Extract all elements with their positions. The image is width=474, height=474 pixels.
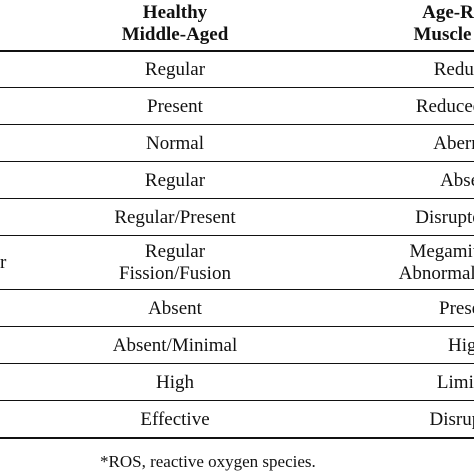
cell-text: Absent [440,169,474,191]
header-rule [0,50,474,52]
row-rule [0,124,474,125]
cell-text: High [156,371,194,393]
cell-healthy: Regular [80,51,270,88]
table-header: Healthy Middle-Aged Age-Relate Muscle Di… [0,0,474,50]
row-rule [0,87,474,88]
table-row: Regular Absent [0,162,474,199]
cell-text: Aberrant [433,132,474,154]
row-rule [0,437,474,439]
header-age-related-muscle-disease: Age-Relate Muscle Disea [352,0,474,50]
cell-disease: Limited [352,364,474,401]
row-label [0,401,12,438]
cell-text: Effective [140,408,210,430]
cell-text: Regular [144,169,206,191]
table-row: Normal Aberrant [0,125,474,162]
row-label [0,364,12,401]
cell-disease: Aberrant [352,125,474,162]
cell-text: Disrupted [429,408,474,430]
table-row: Effective Disrupted [0,401,474,438]
cell-text: Absent/Minimal [112,334,238,356]
cell-healthy: Regular Fission/Fusion [80,236,270,290]
cell-disease: MegamitochonAbnormal Fission [352,236,474,290]
cell-text: Regular [144,241,206,262]
cell-text: Present [439,297,474,319]
row-label [0,290,12,327]
table-row: Regular Reduced [0,51,474,88]
cell-healthy: High [80,364,270,401]
table-row: Absent/Minimal High [0,327,474,364]
cell-disease: Reduced [352,51,474,88]
cell-healthy: Absent/Minimal [80,327,270,364]
cell-text: Regular/Present [114,206,236,228]
cell-disease: Absent [352,162,474,199]
row-rule [0,400,474,401]
row-rule [0,235,474,236]
row-label [0,162,12,199]
header-col2-line2: Muscle Disea [413,24,474,45]
cell-disease: Present [352,290,474,327]
cell-text: Fission/Fusion [119,263,231,284]
cell-text: Reduced/Abs [415,95,474,117]
header-col2-line1: Age-Relate [422,2,474,23]
cell-healthy: Absent [80,290,270,327]
cell-disease: Disrupted [352,401,474,438]
cell-disease: Disrupted/Ab [352,199,474,236]
cell-text: Abnormal Fission [398,263,474,284]
cell-text: Normal [145,132,205,154]
row-label-text: r [0,252,7,273]
table-row: Absent Present [0,290,474,327]
cell-healthy: Effective [80,401,270,438]
row-label [0,125,12,162]
cell-healthy: Present [80,88,270,125]
header-healthy-middle-aged: Healthy Middle-Aged [0,0,352,50]
cell-text: Absent [148,297,202,319]
cell-text: Present [147,95,203,117]
table-row: Present Reduced/Abs [0,88,474,125]
cell-text: Regular [144,58,206,80]
row-label [0,327,12,364]
row-label [0,51,12,88]
header-col1-line1: Healthy [142,2,208,23]
row-rule [0,161,474,162]
row-label [0,199,12,236]
cell-text: Megamitochon [409,241,474,262]
row-label: r [0,236,12,290]
table-row: Regular/Present Disrupted/Ab [0,199,474,236]
cell-disease: High [352,327,474,364]
cell-text: Reduced [433,58,474,80]
cell-healthy: Regular [80,162,270,199]
row-rule [0,198,474,199]
row-rule [0,363,474,364]
header-col1-line2: Middle-Aged [121,24,229,45]
row-label [0,88,12,125]
cell-text: Limited [436,371,474,393]
cell-disease: Reduced/Abs [352,88,474,125]
row-rule [0,289,474,290]
cell-text: Disrupted/Ab [415,206,474,228]
row-rule [0,326,474,327]
cell-healthy: Regular/Present [80,199,270,236]
cell-healthy: Normal [80,125,270,162]
footnote-text: *ROS, reactive oxygen species. [100,452,316,471]
table-row: High Limited [0,364,474,401]
cell-text: High [448,334,474,356]
